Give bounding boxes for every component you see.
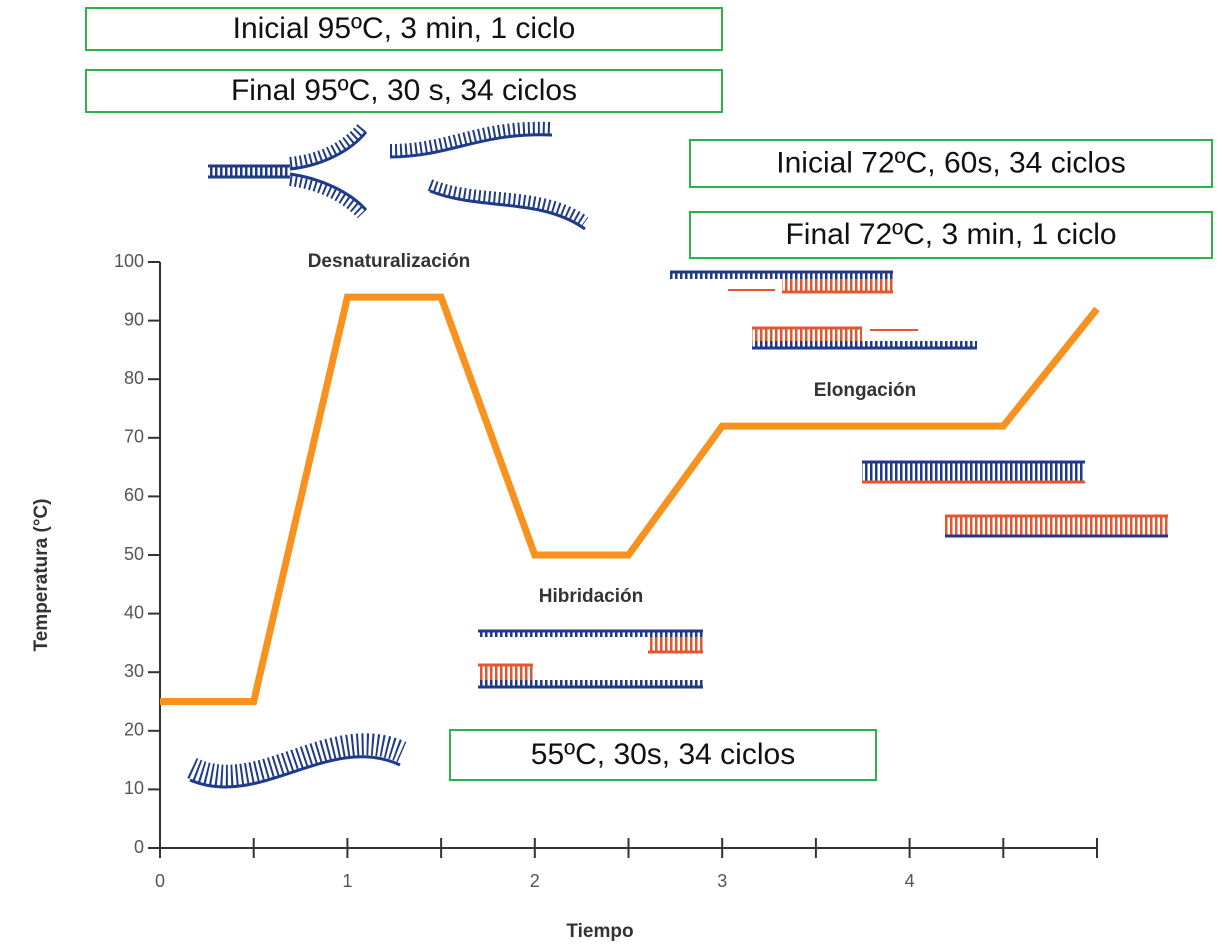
condition-box (85, 7, 723, 51)
y-tick-label: 70 (124, 427, 144, 447)
y-tick-label: 80 (124, 368, 144, 388)
x-tick-label: 2 (530, 871, 540, 891)
x-tick-label: 3 (717, 871, 727, 891)
condition-text: Inicial 95ºC, 3 min, 1 ciclo (233, 12, 576, 45)
y-tick-label: 100 (114, 251, 144, 271)
y-axis-label: Temperatura (°C) (31, 499, 52, 652)
condition-text: Final 95ºC, 30 s, 34 ciclos (231, 74, 577, 107)
y-tick-label: 90 (124, 309, 144, 329)
y-tick-label: 0 (134, 837, 144, 857)
phase-label: Hibridación (539, 586, 644, 607)
condition-box (449, 729, 877, 781)
y-tick-label: 10 (124, 778, 144, 798)
condition-text: Inicial 72ºC, 60s, 34 ciclos (776, 146, 1125, 179)
temperature-line (160, 293, 1100, 705)
dna-illustrations (187, 121, 1168, 789)
x-tick-label: 1 (342, 871, 352, 891)
y-tick-label: 20 (124, 720, 144, 740)
condition-box (689, 139, 1213, 188)
y-tick-label: 60 (124, 485, 144, 505)
x-tick-label: 4 (905, 871, 915, 891)
x-tick-label: 0 (155, 871, 165, 891)
y-tick-label: 30 (124, 661, 144, 681)
phase-label: Elongación (814, 380, 916, 401)
condition-text: Final 72ºC, 3 min, 1 ciclo (785, 218, 1116, 251)
condition-box (689, 211, 1213, 259)
condition-box (85, 69, 723, 113)
condition-text: 55ºC, 30s, 34 ciclos (531, 738, 795, 771)
y-tick-label: 50 (124, 544, 144, 564)
y-tick-label: 40 (124, 602, 144, 622)
x-axis-label: Tiempo (566, 921, 633, 942)
phase-label: Desnaturalización (308, 251, 471, 272)
